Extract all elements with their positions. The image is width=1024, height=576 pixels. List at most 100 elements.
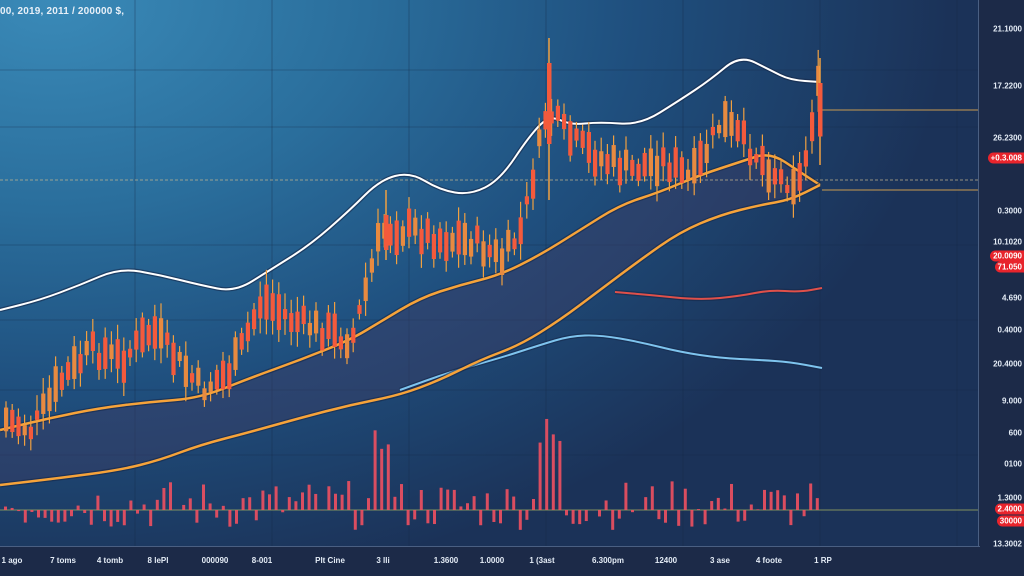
- candle-body: [425, 218, 430, 243]
- candle-body: [363, 277, 368, 302]
- volume-bar: [776, 490, 780, 510]
- candle-body: [171, 342, 176, 376]
- candle-body: [177, 351, 182, 362]
- candle-body: [227, 363, 232, 390]
- candle-body: [611, 145, 616, 167]
- candle-body: [692, 147, 697, 184]
- volume-bar: [122, 510, 126, 526]
- volume-bar: [716, 497, 720, 510]
- candle-body: [748, 148, 753, 166]
- candle-body: [47, 387, 52, 412]
- candle-body: [679, 157, 684, 183]
- candle-body: [419, 228, 424, 255]
- candle-body: [53, 366, 58, 402]
- volume-bar: [30, 510, 34, 512]
- candle-body: [128, 348, 133, 358]
- volume-bar: [466, 503, 469, 510]
- candle-body-spike: [818, 83, 823, 137]
- volume-bar: [116, 510, 120, 522]
- candle-body: [202, 388, 207, 401]
- candle-body: [413, 217, 418, 236]
- candle-body: [636, 163, 641, 181]
- volume-bar: [802, 510, 806, 517]
- candle-body: [667, 162, 672, 183]
- candle-body: [28, 426, 33, 440]
- time-axis[interactable]: 1 ago 7 toms 4 tomb 8 lePl 000090 8-001 Plt Ci…: [0, 546, 980, 576]
- time-tick-label: 4 tomb: [96, 556, 124, 565]
- candle-body: [518, 217, 523, 245]
- candle-body: [562, 113, 567, 130]
- candle-body: [661, 147, 666, 167]
- price-tick-label: 21.1000: [993, 24, 1022, 34]
- volume-bar: [578, 510, 582, 525]
- volume-bar: [584, 510, 588, 522]
- volume-bar: [439, 487, 443, 510]
- volume-bar: [254, 510, 258, 521]
- candle-body: [493, 239, 498, 263]
- candle-body: [326, 312, 331, 340]
- volume-bar: [142, 504, 146, 510]
- volume-bar: [248, 497, 252, 510]
- candle-body: [357, 305, 362, 314]
- volume-bar: [327, 486, 331, 510]
- candle-body: [270, 293, 275, 321]
- candle-body-spike: [547, 63, 552, 144]
- candle-body: [431, 233, 436, 260]
- volume-bar: [419, 490, 423, 510]
- volume-bar: [611, 510, 615, 530]
- volume-bar: [538, 442, 542, 510]
- volume-bar: [472, 496, 476, 510]
- candle-body: [159, 318, 164, 349]
- candle-body: [729, 112, 734, 136]
- candle-body: [314, 310, 319, 334]
- time-tick-label: 8-001: [251, 556, 273, 565]
- price-axis[interactable]: 21.1000 17.2200 26.2300 0.3000 10.1020 4.690 0…: [978, 0, 1024, 576]
- plot-area[interactable]: [0, 0, 980, 546]
- support-line: [614, 287, 823, 300]
- volume-bar: [532, 498, 535, 510]
- candle-body: [221, 360, 226, 390]
- volume-bar: [782, 495, 786, 510]
- candle-body: [252, 309, 257, 330]
- candle-body: [487, 244, 492, 258]
- time-tick-label: 1 (3ast: [529, 556, 555, 565]
- candle-body: [810, 112, 815, 142]
- candle-body: [469, 238, 474, 257]
- volume-bar: [89, 510, 93, 525]
- time-tick-label: 4 foote: [755, 556, 783, 565]
- volume-bar: [565, 510, 568, 516]
- volume-bar: [650, 486, 654, 510]
- volume-bar: [413, 510, 417, 520]
- time-tick-label: 000090: [201, 556, 229, 565]
- candle-body: [214, 369, 219, 390]
- candle-body: [816, 65, 821, 96]
- volume-bar: [512, 496, 516, 510]
- volume-bar: [446, 489, 450, 510]
- volume-bar: [373, 430, 377, 510]
- candle-body: [717, 124, 722, 134]
- volume-bar: [334, 493, 337, 510]
- volume-bar: [697, 509, 700, 510]
- volume-bar: [499, 510, 502, 524]
- volume-bar: [281, 510, 285, 513]
- candle-body: [531, 169, 536, 199]
- candle-body: [10, 409, 15, 433]
- candle-body: [301, 305, 306, 325]
- candle-body: [103, 337, 108, 369]
- ma-fast-line: [0, 154, 821, 432]
- time-tick-label: 3 lli: [376, 556, 390, 565]
- volume-bar: [96, 495, 100, 510]
- volume-bar: [195, 510, 199, 523]
- volume-bar: [545, 418, 549, 510]
- candle-body: [785, 184, 790, 194]
- volume-bar: [769, 491, 773, 510]
- volume-bar: [76, 505, 80, 510]
- time-tick-label: 7 toms: [50, 556, 76, 565]
- candle-body: [388, 223, 393, 246]
- volume-bar: [683, 488, 687, 510]
- candle-body: [456, 220, 461, 255]
- candle-body: [735, 120, 740, 142]
- price-tick-label: 600: [1008, 428, 1022, 438]
- price-badge: 30000: [996, 515, 1024, 527]
- price-tick-label: 1.3000: [997, 493, 1022, 503]
